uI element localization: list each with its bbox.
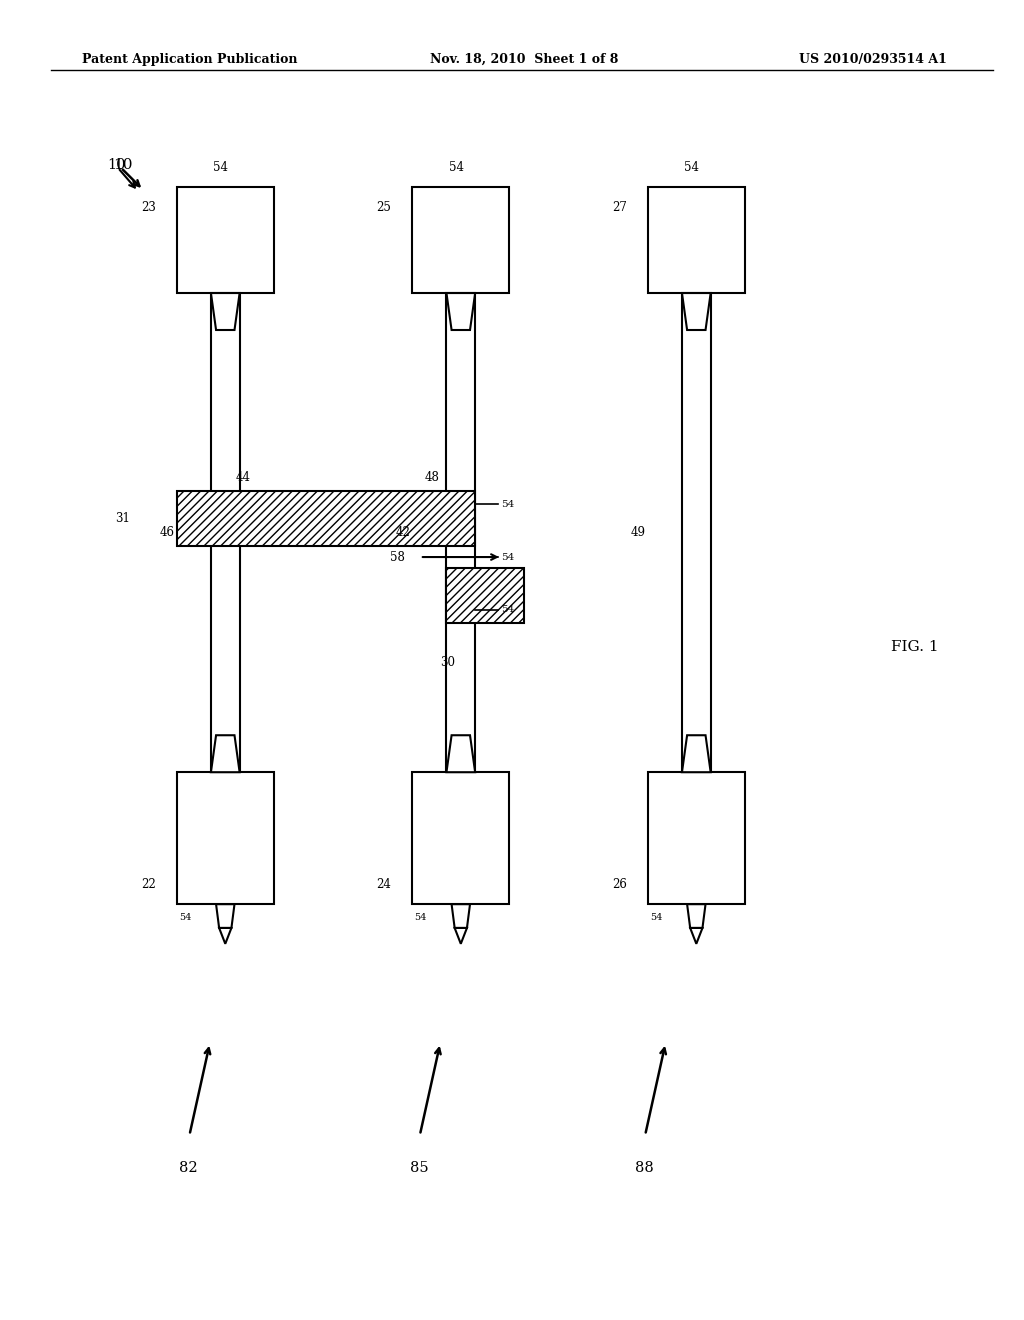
Text: 31: 31 [115, 512, 130, 525]
Polygon shape [682, 293, 711, 330]
Polygon shape [690, 928, 702, 944]
Text: US 2010/0293514 A1: US 2010/0293514 A1 [799, 53, 946, 66]
Text: 22: 22 [140, 878, 156, 891]
Text: 54: 54 [650, 913, 663, 921]
Text: 10: 10 [108, 158, 126, 172]
Text: 54: 54 [213, 161, 228, 174]
Text: 49: 49 [631, 527, 646, 539]
Text: 54: 54 [178, 913, 191, 921]
Text: 10: 10 [113, 158, 132, 172]
Text: Nov. 18, 2010  Sheet 1 of 8: Nov. 18, 2010 Sheet 1 of 8 [430, 53, 618, 66]
Polygon shape [211, 735, 240, 772]
Polygon shape [211, 293, 240, 330]
Bar [446, 293, 475, 772]
Bar [176, 187, 273, 293]
Text: 85: 85 [410, 1162, 428, 1175]
Text: 54: 54 [501, 553, 514, 561]
Text: 54: 54 [501, 606, 514, 614]
Bar [211, 293, 240, 772]
Text: 26: 26 [612, 878, 627, 891]
Text: 54: 54 [414, 913, 427, 921]
Bar [176, 491, 475, 546]
Polygon shape [452, 904, 470, 928]
Polygon shape [219, 928, 231, 944]
Bar [446, 568, 524, 623]
Text: 54: 54 [501, 500, 514, 508]
Text: 58: 58 [389, 550, 404, 564]
Polygon shape [446, 735, 475, 772]
Text: 88: 88 [635, 1162, 653, 1175]
Polygon shape [216, 904, 234, 928]
Text: 46: 46 [160, 527, 175, 539]
Polygon shape [687, 904, 706, 928]
Text: 54: 54 [684, 161, 699, 174]
Text: 44: 44 [236, 471, 251, 484]
Text: 54: 54 [449, 161, 464, 174]
Bar [648, 772, 745, 904]
Bar [648, 187, 745, 293]
Text: 30: 30 [440, 656, 456, 669]
Text: 25: 25 [377, 201, 391, 214]
Text: 24: 24 [377, 878, 391, 891]
Polygon shape [446, 293, 475, 330]
Text: FIG. 1: FIG. 1 [891, 640, 939, 653]
Bar [412, 187, 510, 293]
Text: 42: 42 [395, 527, 411, 539]
Polygon shape [682, 735, 711, 772]
Text: 82: 82 [179, 1162, 198, 1175]
Bar [412, 772, 510, 904]
Bar [176, 772, 273, 904]
Text: 48: 48 [425, 471, 440, 484]
Text: 23: 23 [140, 201, 156, 214]
Text: Patent Application Publication: Patent Application Publication [82, 53, 297, 66]
Text: 27: 27 [612, 201, 627, 214]
Bar [682, 293, 711, 772]
Polygon shape [455, 928, 467, 944]
